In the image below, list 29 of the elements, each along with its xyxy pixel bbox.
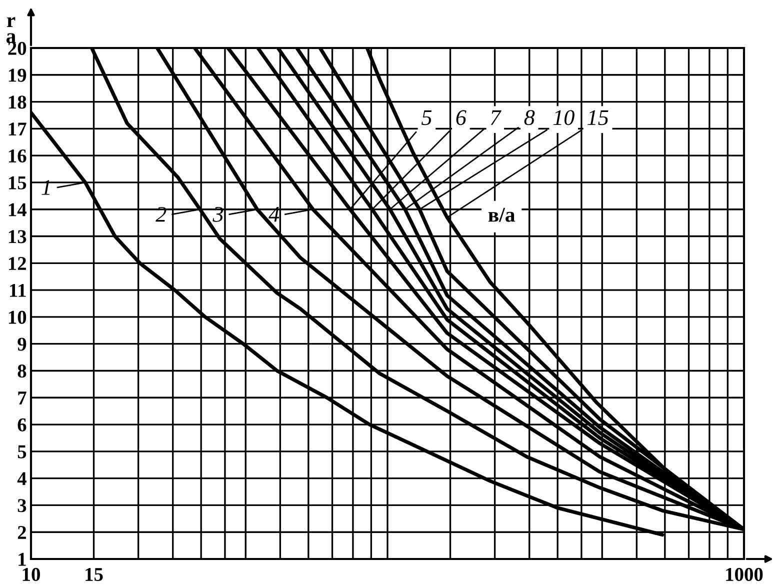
annotation: 7 — [490, 110, 502, 125]
y-tick-label: 15 — [8, 176, 26, 190]
annotation: 5 — [422, 110, 432, 126]
annotation: 10 — [553, 110, 574, 126]
y-tick-label: 13 — [8, 230, 26, 244]
y-tick-label: 18 — [8, 96, 26, 109]
x-axis-title: в/а — [488, 208, 515, 222]
y-tick-label: 9 — [18, 338, 26, 351]
y-tick-label: 5 — [18, 445, 26, 458]
y-tick-label: 7 — [18, 392, 26, 404]
x-tick-label: 15 — [86, 568, 103, 582]
annotation: 15 — [588, 110, 608, 126]
x-tick-label: 1000 — [726, 568, 763, 582]
annotation: 8 — [524, 110, 535, 126]
y-tick-label: 12 — [8, 257, 26, 270]
y-tick-label: 20 — [8, 42, 26, 55]
annotation: 6 — [456, 110, 466, 126]
y-tick-label: 3 — [18, 499, 26, 512]
y-tick-label: 16 — [8, 149, 26, 163]
y-tick-label: 1 — [18, 552, 26, 566]
y-tick-label: 11 — [10, 284, 26, 297]
y-tick-label: 8 — [18, 364, 26, 378]
y-tick-label: 19 — [8, 68, 26, 82]
y-tick-label: 14 — [8, 203, 26, 216]
y-tick-label: 6 — [18, 418, 26, 432]
y-tick-label: 4 — [17, 472, 26, 486]
y-tick-label: 2 — [18, 526, 26, 539]
y-tick-label: 10 — [8, 310, 26, 324]
y-tick-label: 17 — [8, 122, 26, 136]
